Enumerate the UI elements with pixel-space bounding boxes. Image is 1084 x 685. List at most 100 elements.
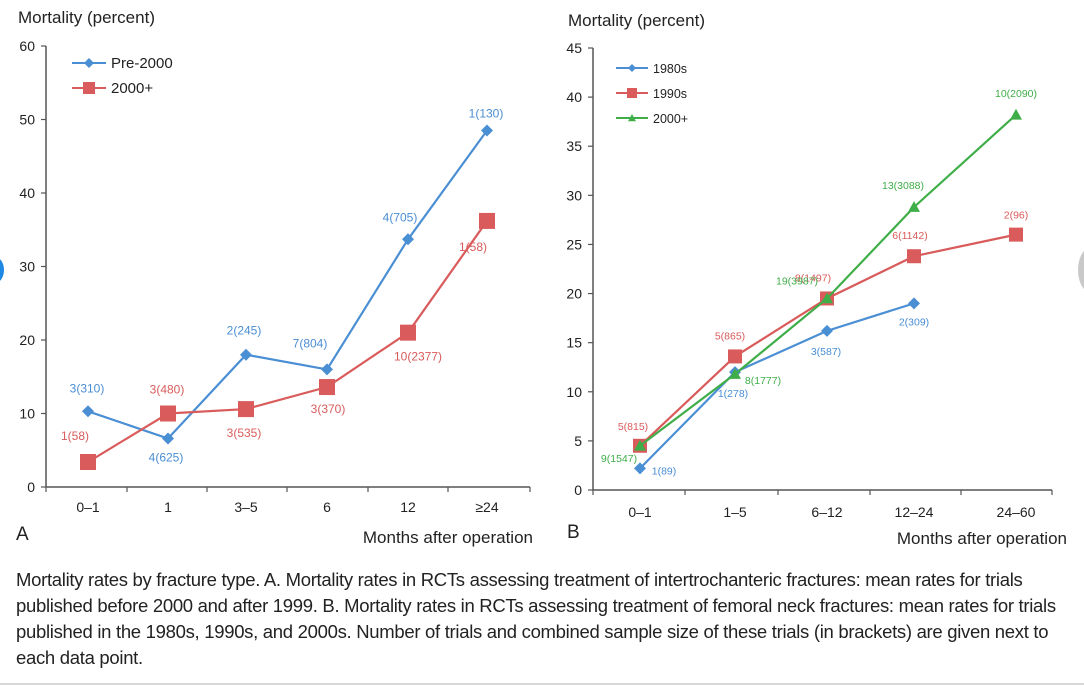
chart-b-data-point: [821, 292, 833, 304]
chart-b-xlabel: Months after operation: [897, 529, 1067, 548]
chart-b-y-tick-label: 25: [566, 236, 582, 252]
chart-a-data-point: [402, 233, 414, 246]
chart-a-data-point: [238, 401, 254, 418]
chart-a-x-tick-label: 3–5: [234, 499, 258, 515]
chart-b-y-tick-label: 10: [566, 384, 582, 400]
chart-a-data-point: [80, 454, 96, 471]
chart-b-y-tick-label: 30: [566, 187, 582, 203]
chart-b-data-point: [907, 249, 921, 264]
chart-a-data-point: [240, 348, 252, 361]
chart-b-data-point: [634, 439, 646, 451]
chart-a-y-tick-label: 60: [19, 38, 35, 54]
chart-b-data-point: [908, 201, 920, 212]
chart-a-data-label: 1(58): [459, 240, 487, 254]
chart-b-data-label: 13(3088): [882, 180, 924, 192]
chart-b-y-tick-label: 5: [574, 433, 582, 449]
chart-b-data-point: [821, 324, 833, 337]
chart-b-data-label: 2(96): [1004, 210, 1029, 222]
chart-b-y-tick-label: 45: [566, 40, 582, 56]
chart-b-legend-marker: [628, 64, 636, 72]
chart-a-legend-marker: [83, 82, 95, 94]
chart-a-data-point: [82, 405, 94, 418]
chart-b-data-point: [1010, 108, 1022, 120]
figure-caption: Mortality rates by fracture type. A. Mor…: [16, 569, 1056, 668]
chart-a-x-tick-label: 12: [400, 499, 416, 515]
chart-a-ylabel: Mortality (percent): [18, 8, 155, 27]
chart-b-x-tick-label: 24–60: [997, 504, 1036, 520]
chart-b-data-label: 10(2090): [995, 88, 1037, 100]
chart-b-data-label: 8(1497): [795, 272, 831, 284]
chart-b-series-line-1990s: [639, 233, 1017, 447]
chart-a-data-label: 3(370): [311, 402, 346, 416]
chart-a-y-tick-label: 0: [27, 479, 35, 495]
chart-b-data-label: 8(1777): [745, 375, 781, 387]
chart-b-x-tick-label: 6–12: [811, 504, 842, 520]
chart-a-legend-marker: [84, 58, 94, 68]
divider: [0, 683, 1084, 685]
chart-b-data-label: 9(1547): [601, 453, 637, 465]
chart-a-series-line-pre2000: [87, 129, 488, 440]
chart-a-data-label: 3(535): [227, 426, 262, 440]
chart-a-data-point: [319, 379, 335, 396]
chart-b-data-point: [908, 297, 920, 310]
chart-a-series-line-2000: [87, 220, 488, 463]
chart-b-data-label: 2(309): [899, 316, 929, 328]
chart-a-panel-label: A: [16, 524, 29, 545]
next-arrow-button[interactable]: [1078, 248, 1084, 292]
chart-b-data-label: 6(1142): [892, 230, 927, 242]
chart-b-y-tick-label: 20: [566, 286, 582, 302]
chart-b-legend-marker: [628, 114, 636, 122]
chart-b-x-tick-label: 0–1: [628, 504, 652, 520]
left-edge-indicator: [0, 257, 4, 283]
chart-a-y-tick-label: 50: [19, 112, 35, 128]
chart-a-data-point: [400, 324, 416, 341]
chart-b-data-label: 1(89): [652, 465, 677, 477]
chart-a-y-tick-label: 30: [19, 259, 35, 275]
chart-b-data-label: 1(278): [718, 388, 748, 400]
chart-b-x-tick-label: 1–5: [723, 504, 747, 520]
chart-b-ylabel: Mortality (percent): [568, 11, 705, 30]
chart-b: 0 5 10 15 20 25 30 35 40 45 0–1 1–5 6–12 12–24 24–60 1(…: [566, 40, 1053, 520]
chart-a-data-label: 1(130): [469, 107, 504, 121]
chart-a: 0 10 20 30 40 50 60 0–1 1 3–5 6 12 ≥24 3(310) 4(625) 2(…: [19, 38, 531, 515]
chart-b-y-tick-label: 15: [566, 335, 582, 351]
chart-a-data-label: 4(625): [149, 450, 184, 464]
chart-b-data-label: 5(815): [618, 421, 648, 433]
chart-b-data-point: [728, 349, 742, 364]
chart-b-data-label: 3(587): [811, 346, 841, 358]
chart-b-y-tick-label: 0: [574, 482, 582, 498]
chart-b-panel-label: B: [567, 522, 580, 543]
chart-a-data-label: 4(705): [383, 210, 418, 224]
chart-a-legend-label: 2000+: [111, 80, 153, 97]
chart-a-data-label: 10(2377): [394, 350, 442, 364]
chart-b-legend-label: 1990s: [653, 87, 687, 101]
chart-b-legend-label: 2000+: [653, 112, 688, 126]
chart-b-legend-marker: [627, 88, 637, 98]
chart-b-legend-label: 1980s: [653, 62, 687, 76]
chart-a-y-tick-label: 20: [19, 332, 35, 348]
chart-b-data-point: [1009, 227, 1023, 242]
chart-a-y-tick-label: 40: [19, 185, 35, 201]
figure: Mortality (percent) A Months after opera…: [16, 8, 1067, 548]
chart-a-data-point: [321, 363, 333, 376]
chart-a-x-tick-label: 6: [323, 499, 331, 515]
chart-a-data-point: [160, 405, 176, 422]
chart-b-y-tick-label: 35: [566, 138, 582, 154]
chart-b-series-line-1980s: [639, 302, 915, 470]
chart-a-data-label: 1(58): [61, 429, 89, 443]
chart-a-data-point: [481, 124, 493, 137]
chart-b-data-point: [729, 368, 741, 379]
chart-a-data-label: 3(480): [150, 383, 185, 397]
chart-a-data-label: 3(310): [70, 381, 105, 395]
chart-a-x-tick-label: ≥24: [475, 499, 498, 515]
chart-b-data-label: 19(3987): [776, 275, 818, 287]
chart-a-data-point: [479, 212, 495, 229]
chart-b-data-label: 5(865): [715, 330, 745, 342]
chart-a-data-point: [162, 432, 174, 445]
chart-b-data-point: [634, 462, 646, 475]
chart-a-x-tick-label: 1: [164, 499, 172, 515]
chart-a-x-tick-label: 0–1: [76, 499, 100, 515]
chart-a-data-label: 7(804): [293, 336, 328, 350]
chart-a-legend-label: Pre-2000: [111, 55, 173, 72]
chart-a-xlabel: Months after operation: [363, 528, 533, 547]
